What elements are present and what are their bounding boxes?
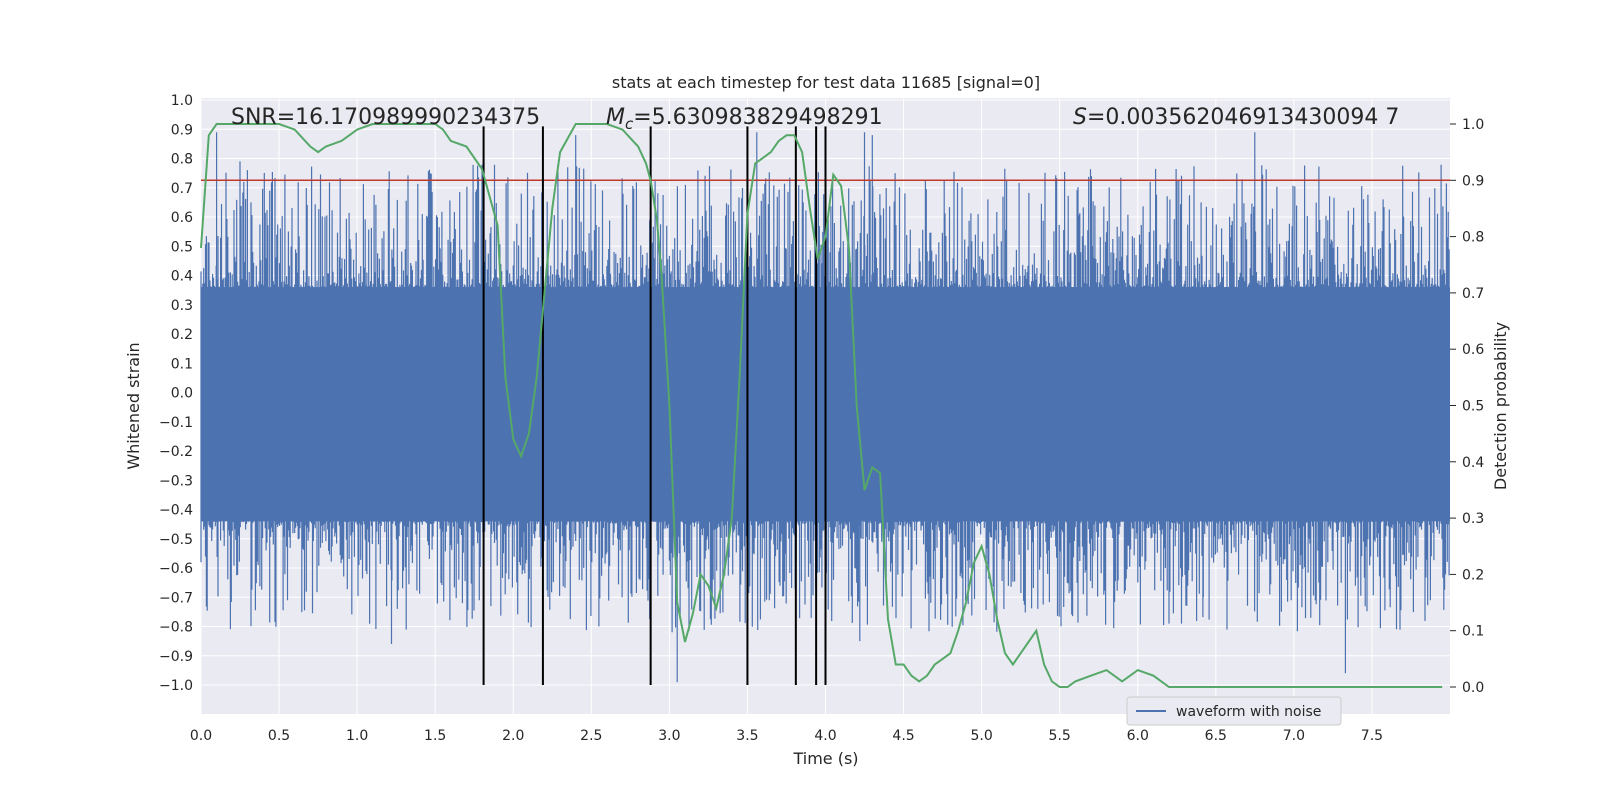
waveform-line — [200, 132, 1450, 683]
y-left-axis-label: Whitened strain — [124, 342, 143, 469]
x-tick-label: 3.0 — [658, 728, 680, 744]
y-left-tick-label: 0.8 — [171, 152, 193, 168]
y-left-tick-label: −0.7 — [159, 590, 193, 606]
y-left-tick-label: −1.0 — [159, 678, 193, 694]
mc-subscript: c — [625, 115, 634, 133]
s-symbol: S — [1073, 105, 1087, 130]
x-tick-label: 5.5 — [1049, 728, 1071, 744]
probability-line — [200, 123, 1443, 688]
y-left-tick-label: 0.4 — [171, 269, 193, 285]
y-left-tick-label: 1.0 — [171, 93, 193, 109]
chart-title: stats at each timestep for test data 116… — [612, 73, 1040, 92]
y-right-tick-label: 0.3 — [1462, 511, 1484, 527]
x-tick-label: 6.5 — [1205, 728, 1227, 744]
probability-series — [200, 123, 1443, 688]
y-right-axis-ticks: 1.0 0.9 0.8 0.7 0.6 0.5 0.4 0.3 0.2 0.1 0.0 — [1450, 117, 1484, 696]
chirp-mass-annotation: Mc=5.630983829498291 — [606, 105, 883, 133]
x-tick-label: 0.5 — [268, 728, 290, 744]
y-right-tick-label: 0.2 — [1462, 567, 1484, 583]
mc-value: =5.630983829498291 — [633, 105, 882, 130]
y-right-tick-label: 0.0 — [1462, 680, 1484, 696]
y-left-tick-label: 0.0 — [171, 386, 193, 402]
y-left-tick-label: −0.1 — [159, 415, 193, 431]
y-left-tick-label: 0.7 — [171, 181, 193, 197]
y-left-tick-label: 0.5 — [171, 239, 193, 255]
y-left-tick-label: −0.2 — [159, 444, 193, 460]
legend-entry-waveform: waveform with noise — [1176, 704, 1321, 720]
y-right-tick-label: 0.4 — [1462, 455, 1484, 471]
y-right-tick-label: 0.6 — [1462, 342, 1484, 358]
x-tick-label: 6.0 — [1127, 728, 1149, 744]
y-left-tick-label: −0.9 — [159, 649, 193, 665]
y-left-tick-label: −0.3 — [159, 473, 193, 489]
y-left-tick-label: 0.6 — [171, 210, 193, 226]
x-tick-label: 1.0 — [346, 728, 368, 744]
y-left-tick-label: 0.1 — [171, 356, 193, 372]
y-right-tick-label: 0.5 — [1462, 399, 1484, 415]
y-right-tick-label: 0.7 — [1462, 286, 1484, 302]
x-tick-label: 7.5 — [1361, 728, 1383, 744]
y-left-tick-label: 0.9 — [171, 122, 193, 138]
y-left-tick-label: 0.3 — [171, 298, 193, 314]
y-left-tick-label: −0.6 — [159, 561, 193, 577]
y-left-tick-label: −0.4 — [159, 503, 193, 519]
x-tick-label: 4.5 — [892, 728, 914, 744]
x-tick-label: 1.5 — [424, 728, 446, 744]
x-tick-label: 0.0 — [190, 728, 212, 744]
snr-annotation: SNR=16.170989990234375 — [231, 105, 540, 130]
y-right-tick-label: 0.1 — [1462, 624, 1484, 640]
vertical-markers — [482, 126, 827, 685]
y-left-axis-ticks: 1.0 0.9 0.8 0.7 0.6 0.5 0.4 0.3 0.2 0.1 0.0 −0.1 −0.… — [159, 93, 193, 694]
legend: waveform with noise — [1126, 696, 1342, 726]
x-tick-label: 7.0 — [1283, 728, 1305, 744]
mc-symbol: M — [606, 105, 625, 130]
s-value: =0.003562046913430094 7 — [1087, 105, 1399, 130]
x-tick-label: 4.0 — [814, 728, 836, 744]
s-annotation: S=0.003562046913430094 7 — [1073, 105, 1399, 130]
x-tick-label: 5.0 — [970, 728, 992, 744]
x-axis-ticks: 0.0 0.5 1.0 1.5 2.0 2.5 3.0 3.5 4.0 4.5 5.0 5.5 6.0 6… — [190, 728, 1383, 744]
y-right-tick-label: 0.8 — [1462, 230, 1484, 246]
y-right-tick-label: 1.0 — [1462, 117, 1484, 133]
y-right-axis-label: Detection probability — [1491, 322, 1510, 490]
y-left-tick-label: −0.8 — [159, 620, 193, 636]
y-left-tick-label: −0.5 — [159, 532, 193, 548]
y-right-tick-label: 0.9 — [1462, 173, 1484, 189]
legend-box — [1126, 696, 1342, 726]
x-tick-label: 2.0 — [502, 728, 524, 744]
x-axis-label: Time (s) — [792, 749, 858, 768]
x-tick-label: 3.5 — [736, 728, 758, 744]
y-left-tick-label: 0.2 — [171, 327, 193, 343]
x-tick-label: 2.5 — [580, 728, 602, 744]
